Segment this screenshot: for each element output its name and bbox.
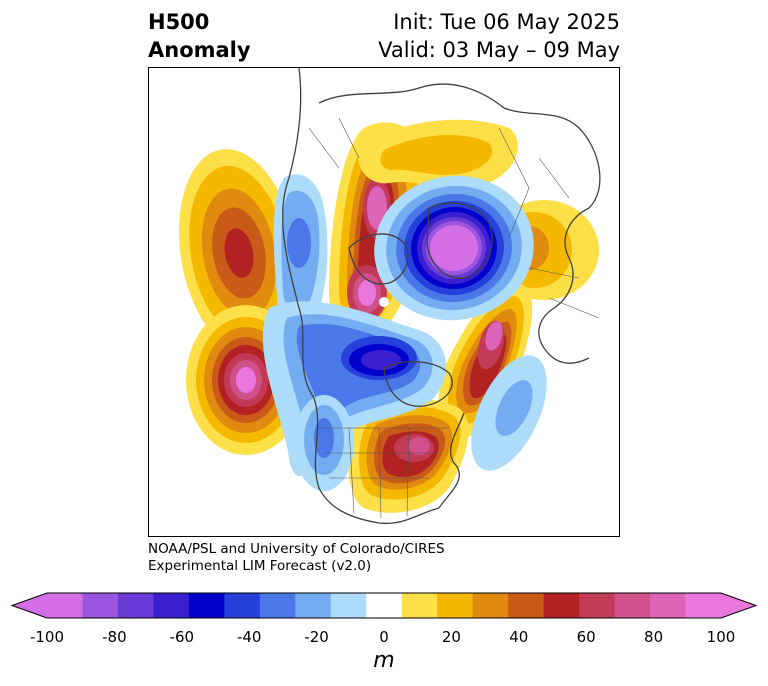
colorbar-cell: [366, 593, 403, 618]
valid-range: Valid: 03 May – 09 May: [378, 38, 620, 62]
colorbar-cell: [82, 593, 119, 618]
colorbar-extend-high: [721, 593, 756, 618]
colorbar-cell: [508, 593, 545, 618]
colorbar-cell: [650, 593, 687, 618]
anomaly-positive-arctic-cap: [358, 119, 518, 188]
colorbar-tick-label: 80: [644, 628, 664, 646]
colorbar-tick-label: -100: [29, 628, 65, 646]
map-canvas: [179, 68, 601, 525]
colorbar-tick-label: -60: [169, 628, 195, 646]
colorbar-cell: [295, 593, 332, 618]
political-borders: [308, 117, 600, 519]
colorbar-cell: [543, 593, 580, 618]
map-title: H500 Anomaly: [148, 8, 251, 64]
colorbar-cell: [117, 593, 154, 618]
colorbar-tick-label: 60: [576, 628, 596, 646]
colorbar-cell: [259, 593, 296, 618]
colorbar-cell: [472, 593, 509, 618]
colorbar-cell: [437, 593, 474, 618]
anomaly-positive-npac-west: [179, 149, 299, 357]
colorbar-cell: [614, 593, 651, 618]
title-anomaly: Anomaly: [148, 38, 251, 62]
colorbar-cell: [685, 593, 722, 618]
anomaly-negative-atlantic: [471, 355, 547, 471]
colorbar-tick-label: -80: [102, 628, 127, 646]
colorbar-tick-label: -40: [236, 628, 262, 646]
anomaly-negative-western-canada: [273, 174, 328, 333]
colorbar-cell: [188, 593, 225, 618]
colorbar-tick-label: 100: [706, 628, 736, 646]
colorbar-tick-label: 20: [441, 628, 461, 646]
anomaly-positive-scandinavia: [438, 283, 533, 439]
credit-text: NOAA/PSL and University of Colorado/CIRE…: [148, 541, 445, 575]
pole-marker: [379, 297, 389, 307]
credit-line-1: NOAA/PSL and University of Colorado/CIRE…: [148, 541, 445, 557]
colorbar-cell: [579, 593, 616, 618]
colorbar-outline: [10, 592, 758, 619]
coastlines: [282, 68, 601, 525]
anomaly-negative-western-us: [294, 395, 354, 491]
colorbar-tick-label: 40: [509, 628, 529, 646]
colorbar-extend-low: [12, 593, 47, 618]
anomaly-map: [148, 67, 620, 537]
colorbar-tick-label: -20: [304, 628, 329, 646]
title-field: H500: [148, 10, 210, 34]
colorbar-cell: [153, 593, 190, 618]
colorbar-tick-label: 0: [379, 628, 389, 646]
colorbar-cell: [47, 593, 83, 618]
colorbar-cell: [401, 593, 438, 618]
colorbar-cell: [330, 593, 367, 618]
colorbar: [10, 592, 758, 619]
credit-line-2: Experimental LIM Forecast (v2.0): [148, 558, 372, 574]
init-date: Init: Tue 06 May 2025: [393, 10, 620, 34]
colorbar-cell: [224, 593, 261, 618]
anomaly-negative-eurasian-arctic: [374, 175, 534, 321]
colorbar-units: m: [373, 648, 395, 673]
forecast-dates: Init: Tue 06 May 2025 Valid: 03 May – 09…: [378, 8, 620, 64]
